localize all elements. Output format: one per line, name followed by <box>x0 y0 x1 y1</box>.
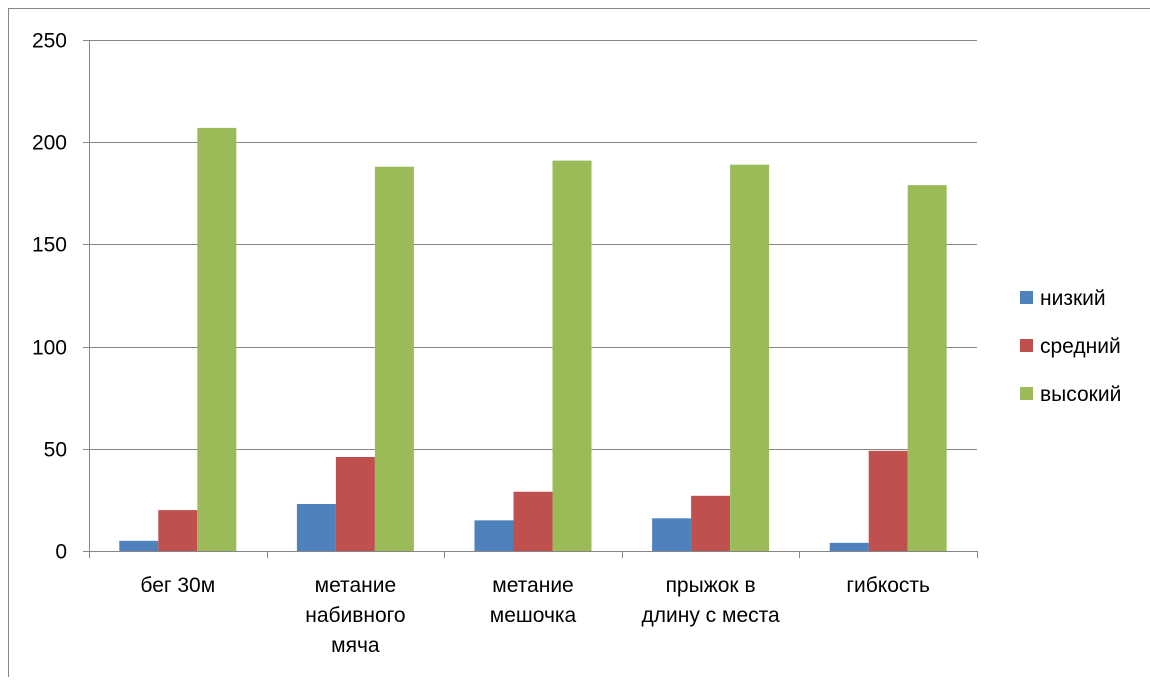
bars <box>119 128 946 551</box>
legend-label: низкий <box>1040 287 1106 310</box>
x-tick-label: бег 30м <box>140 574 215 597</box>
legend-swatch <box>1020 339 1033 352</box>
bar-низкий-0 <box>119 541 158 551</box>
x-tick-label-line: бег 30м <box>140 574 215 597</box>
x-tick-label: метание мешочка <box>490 574 577 627</box>
x-tick-label-line: набивного <box>305 604 405 627</box>
bar-низкий-4 <box>830 543 869 551</box>
bar-низкий-2 <box>475 520 514 551</box>
bar-высокий-1 <box>375 167 414 551</box>
bar-низкий-3 <box>652 518 691 551</box>
y-tick-label: 50 <box>44 439 67 462</box>
x-tick-label-line: мяча <box>331 634 380 657</box>
x-tick-label: гибкость <box>846 574 930 597</box>
y-tick-label: 250 <box>32 30 67 53</box>
bar-высокий-0 <box>197 128 236 551</box>
y-tick-label: 150 <box>32 234 67 257</box>
legend-swatch <box>1020 291 1033 304</box>
x-tick-label-line: прыжок в <box>666 574 756 597</box>
x-tick-label-line: метание <box>492 574 574 597</box>
bar-средний-1 <box>336 457 375 551</box>
legend-label: высокий <box>1040 383 1121 406</box>
bar-высокий-2 <box>553 161 592 551</box>
x-tick-labels: бег 30м метание набивного мяча метание мешочк… <box>140 574 930 657</box>
x-tick-label-line: метание <box>315 574 397 597</box>
x-tick-label-line: мешочка <box>490 604 577 627</box>
x-tick-label-line: длину с места <box>642 604 781 627</box>
bar-высокий-3 <box>730 165 769 551</box>
x-tick-label: прыжок в длину с места <box>642 574 781 627</box>
bar-высокий-4 <box>908 185 947 551</box>
legend: низкий средний высокий <box>1020 287 1121 406</box>
bar-средний-0 <box>158 510 197 551</box>
y-tick-label: 0 <box>55 541 67 564</box>
bar-низкий-1 <box>297 504 336 551</box>
legend-label: средний <box>1040 335 1121 358</box>
y-tick-label: 100 <box>32 337 67 360</box>
x-tick-label: метание набивного мяча <box>305 574 405 657</box>
bar-средний-4 <box>869 451 908 551</box>
y-tick-label: 200 <box>32 132 67 155</box>
legend-swatch <box>1020 387 1033 400</box>
bar-средний-2 <box>514 492 553 551</box>
x-tick-label-line: гибкость <box>846 574 930 597</box>
bar-средний-3 <box>691 496 730 551</box>
y-tick-labels: 0 50 100 150 200 250 <box>32 30 67 564</box>
